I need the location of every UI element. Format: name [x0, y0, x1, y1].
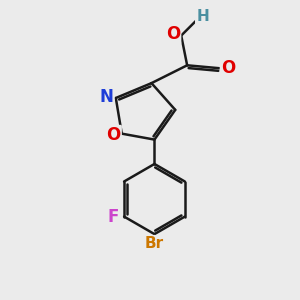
Text: Br: Br [145, 236, 164, 251]
Text: O: O [166, 25, 180, 43]
Text: N: N [99, 88, 113, 106]
Text: F: F [108, 208, 119, 226]
Text: O: O [221, 59, 235, 77]
Text: O: O [106, 126, 121, 144]
Text: H: H [196, 9, 209, 24]
